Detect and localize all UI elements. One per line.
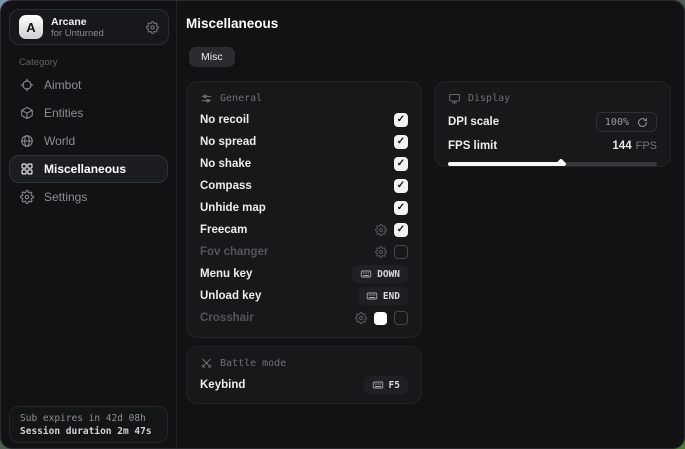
crosshair-icon (20, 78, 34, 92)
freecam-checkbox[interactable]: ✓ (394, 223, 408, 237)
brand-card[interactable]: A Arcane for Unturned (9, 9, 169, 45)
category-label: Category (19, 57, 58, 68)
display-panel: Display DPI scale 100% FPS limit 144 FPS (434, 81, 671, 167)
sidebar-item-settings[interactable]: Settings (9, 183, 168, 211)
sidebar-nav: Aimbot Entities World Miscellaneous Sett… (9, 71, 168, 211)
package-icon (20, 106, 34, 120)
general-panel-header: General (200, 92, 408, 105)
sidebar-item-label: World (44, 134, 76, 148)
no-spread-checkbox[interactable]: ✓ (394, 135, 408, 149)
tab-misc[interactable]: Misc (189, 47, 235, 67)
fov-changer-checkbox[interactable]: ✓ (394, 245, 408, 259)
brand-text: Arcane for Unturned (51, 16, 104, 39)
sidebar-item-label: Entities (44, 106, 84, 120)
menu-key-keybind[interactable]: DOWN (352, 265, 408, 283)
sidebar-item-world[interactable]: World (9, 127, 168, 155)
app-logo: A (19, 15, 43, 39)
sidebar: A Arcane for Unturned Category Aimbot En… (1, 1, 177, 448)
sidebar-item-aimbot[interactable]: Aimbot (9, 71, 168, 99)
setting-row-dpi-scale: DPI scale 100% (448, 109, 657, 135)
no-recoil-checkbox[interactable]: ✓ (394, 113, 408, 127)
sliders-icon (200, 92, 213, 105)
keyboard-icon (360, 268, 372, 280)
setting-row-crosshair: Crosshair ✓ (200, 307, 408, 329)
setting-row-menu-key: Menu key DOWN (200, 263, 408, 285)
setting-row-no-shake: No shake ✓ (200, 153, 408, 175)
keyboard-icon (372, 379, 384, 391)
fps-limit-slider[interactable] (448, 158, 657, 166)
sidebar-item-label: Aimbot (44, 78, 82, 92)
refresh-icon (637, 117, 648, 128)
display-panel-title: Display (468, 93, 511, 104)
unhide-map-checkbox[interactable]: ✓ (394, 201, 408, 215)
monitor-icon (448, 92, 461, 105)
gear-icon (20, 190, 34, 204)
gear-icon[interactable] (146, 21, 159, 34)
setting-row-battle-keybind: Keybind F5 (200, 374, 408, 396)
grid-icon (20, 162, 34, 176)
compass-checkbox[interactable]: ✓ (394, 179, 408, 193)
page-title: Miscellaneous (186, 16, 279, 31)
sub-expiry-text: Sub expires in 42d 08h (20, 413, 146, 424)
brand-name: Arcane (51, 15, 87, 28)
battle-mode-keybind[interactable]: F5 (363, 376, 408, 394)
crosshair-checkbox[interactable]: ✓ (394, 311, 408, 325)
crosshair-settings-gear-icon[interactable] (355, 312, 367, 324)
swords-icon (200, 357, 213, 370)
fps-slider-thumb[interactable] (555, 158, 567, 166)
app-logo-letter: A (26, 19, 36, 35)
dpi-scale-stepper[interactable]: 100% (595, 112, 657, 132)
sidebar-item-miscellaneous[interactable]: Miscellaneous (9, 155, 168, 183)
globe-icon (20, 134, 34, 148)
setting-row-freecam: Freecam ✓ (200, 219, 408, 241)
battle-key-value: F5 (388, 379, 400, 391)
general-panel: General No recoil ✓ No spread ✓ No shake… (186, 81, 422, 338)
fps-slider-fill (448, 158, 567, 166)
keyboard-icon (366, 290, 378, 302)
sidebar-item-label: Settings (44, 190, 88, 204)
general-panel-title: General (220, 93, 263, 104)
sidebar-item-entities[interactable]: Entities (9, 99, 168, 127)
crosshair-color-swatch[interactable] (374, 311, 387, 325)
setting-row-fps-limit: FPS limit 144 FPS (448, 140, 657, 152)
menu-key-value: DOWN (377, 268, 400, 280)
session-duration-text: Session duration 2m 47s (20, 426, 152, 437)
fov-changer-settings-gear-icon[interactable] (375, 246, 387, 258)
brand-subtitle: for Unturned (51, 27, 104, 39)
subscription-card: Sub expires in 42d 08h Session duration … (9, 406, 168, 443)
setting-row-no-recoil: No recoil ✓ (200, 109, 408, 131)
unload-key-keybind[interactable]: END (357, 287, 408, 305)
fps-limit-value: 144 FPS (612, 140, 657, 152)
display-panel-header: Display (448, 92, 657, 105)
setting-row-no-spread: No spread ✓ (200, 131, 408, 153)
main-content: Miscellaneous Misc General No recoil ✓ N… (178, 1, 684, 448)
dpi-scale-value: 100% (604, 116, 629, 128)
battle-panel-header: Battle mode (200, 357, 408, 370)
battle-mode-panel: Battle mode Keybind F5 (186, 346, 422, 404)
setting-row-compass: Compass ✓ (200, 175, 408, 197)
battle-panel-title: Battle mode (220, 358, 287, 369)
no-shake-checkbox[interactable]: ✓ (394, 157, 408, 171)
setting-row-unhide-map: Unhide map ✓ (200, 197, 408, 219)
setting-row-fov-changer: Fov changer ✓ (200, 241, 408, 263)
freecam-settings-gear-icon[interactable] (375, 224, 387, 236)
sidebar-item-label: Miscellaneous (44, 162, 127, 176)
setting-row-unload-key: Unload key END (200, 285, 408, 307)
unload-key-value: END (382, 290, 400, 302)
